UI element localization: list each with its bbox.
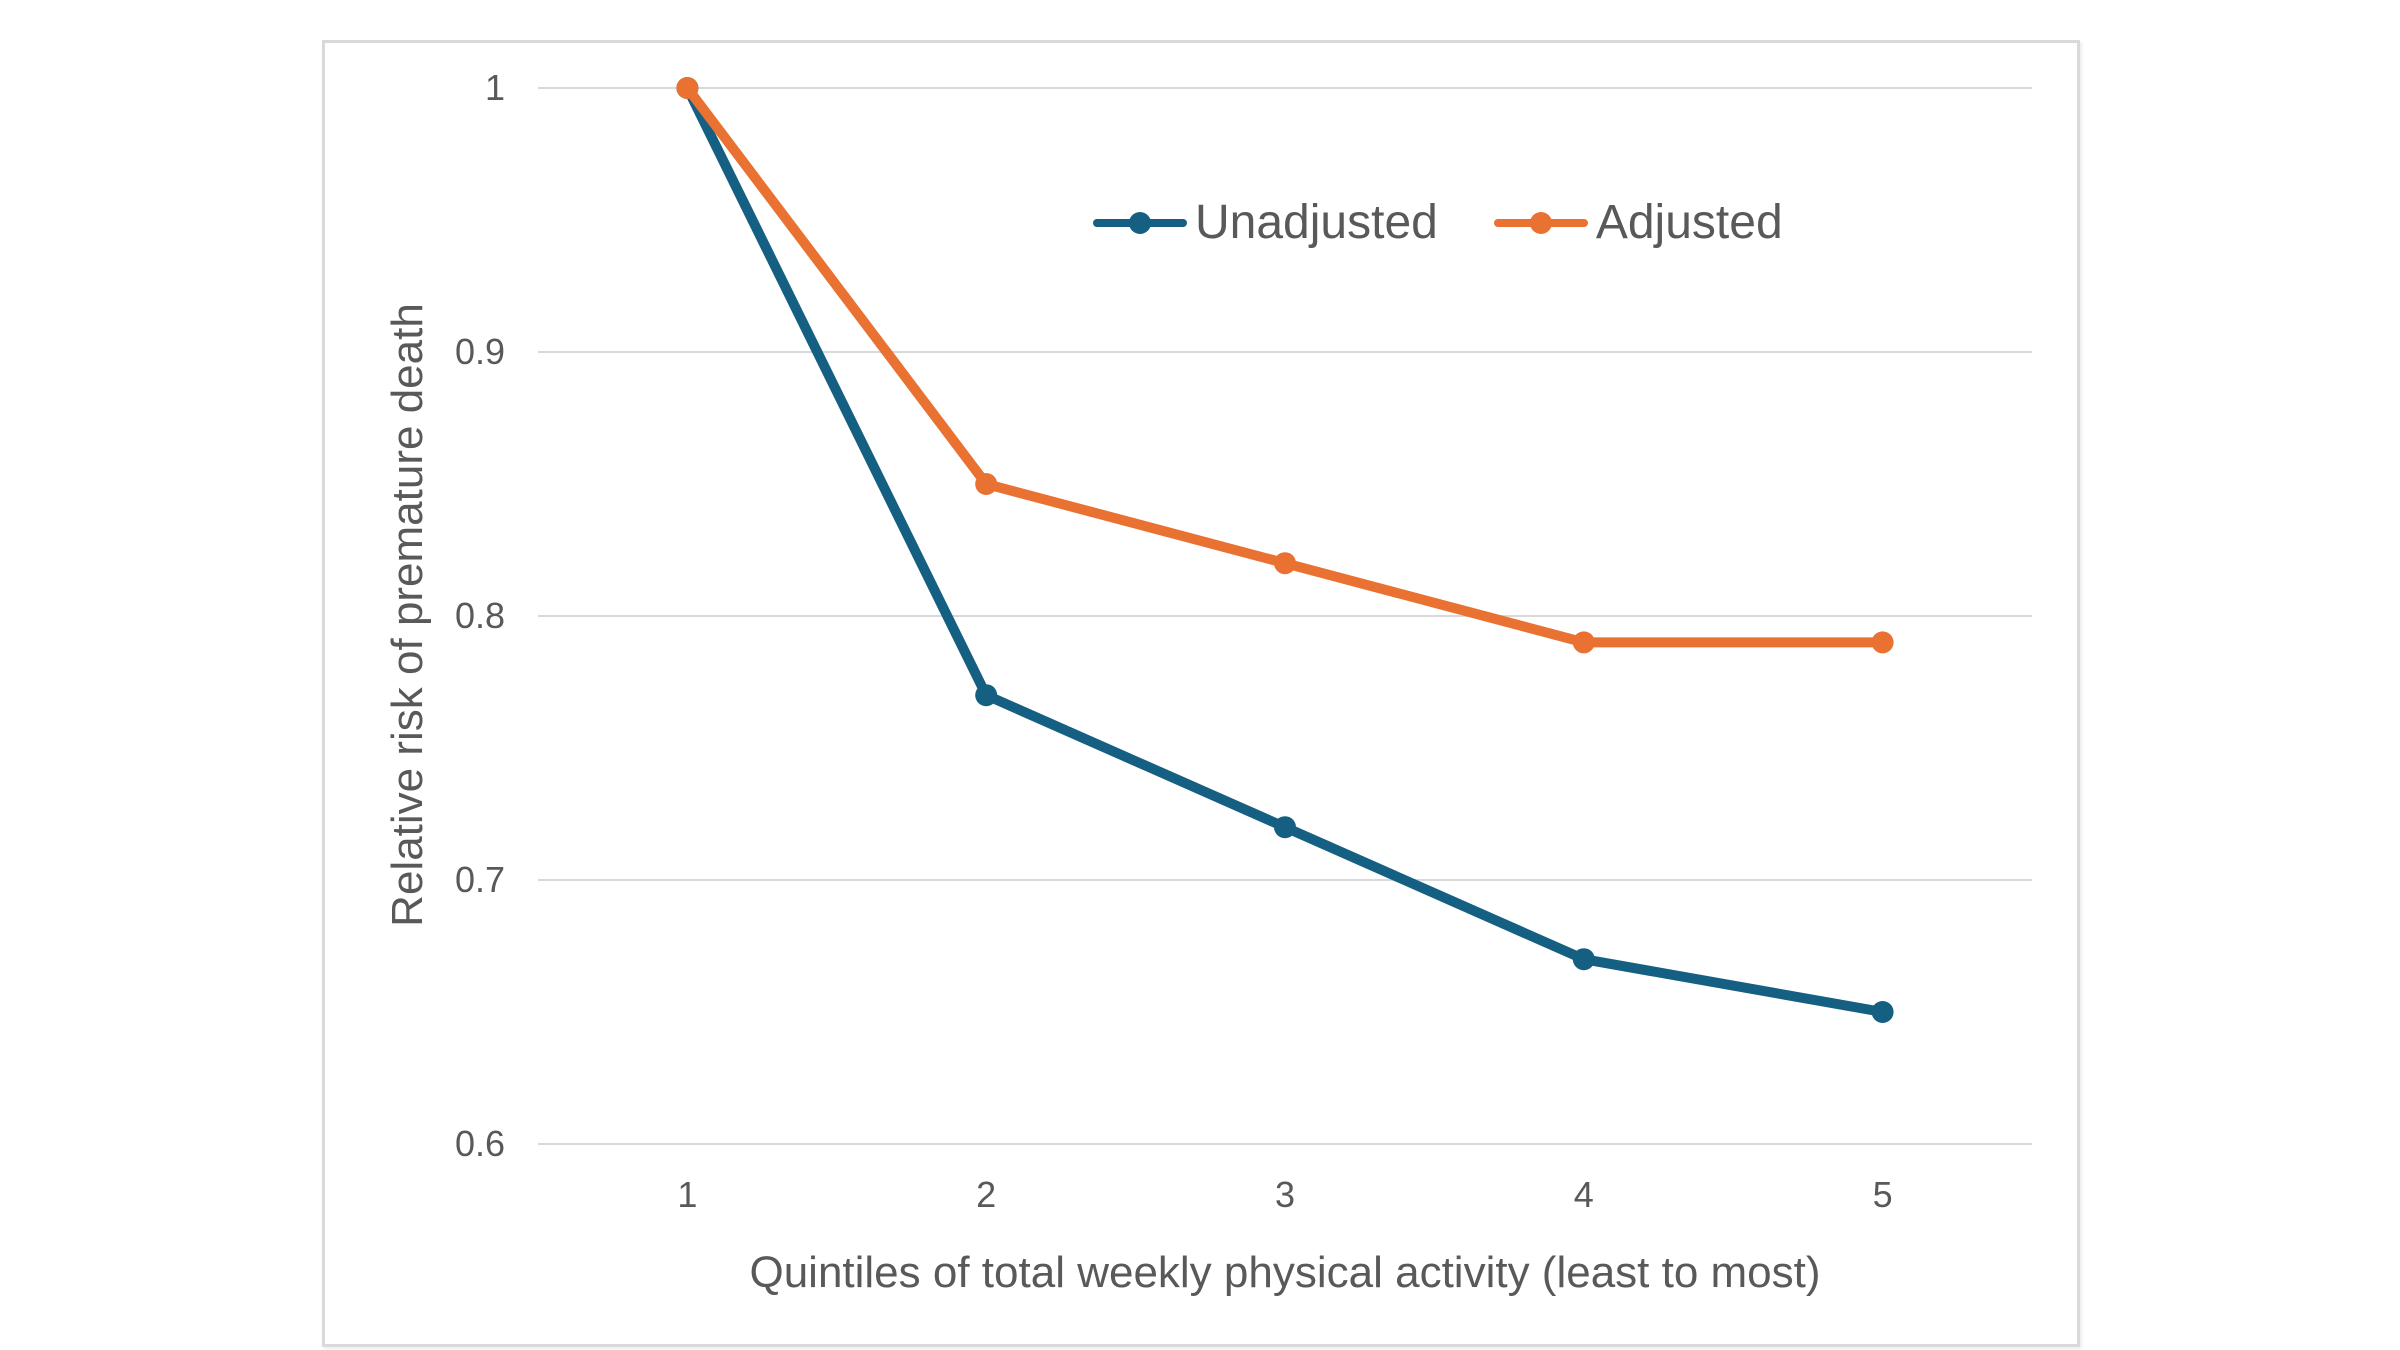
legend-label: Adjusted: [1595, 196, 1783, 249]
data-point-adjusted-3: [1274, 552, 1296, 575]
legend-label: Unadjusted: [1195, 196, 1438, 249]
data-point-unadjusted-5: [1871, 1001, 1894, 1023]
data-point-adjusted-5: [1871, 631, 1894, 654]
data-point-unadjusted-3: [1274, 816, 1296, 839]
y-tick-label: 0.7: [454, 859, 505, 900]
legend-line-marker-icon: [1493, 212, 1588, 234]
y-tick-label: 0.8: [454, 595, 505, 636]
x-tick-label: 2: [976, 1174, 997, 1215]
legend-dot-icon: [1129, 212, 1151, 234]
x-tick-label: 5: [1872, 1174, 1893, 1215]
series-line-unadjusted: [682, 83, 1888, 1017]
legend-item-unadjusted: Unadjusted: [1093, 195, 1438, 251]
x-tick-label: 4: [1573, 1174, 1594, 1215]
data-point-unadjusted-4: [1572, 948, 1595, 971]
legend-item-adjusted: Adjusted: [1493, 195, 1783, 251]
legend-dot-icon: [1529, 212, 1552, 234]
y-tick-label: 0.9: [454, 331, 505, 372]
data-point-unadjusted-2: [975, 684, 998, 707]
x-tick-label: 3: [1274, 1174, 1296, 1215]
legend-line-marker-icon: [1093, 212, 1187, 234]
x-tick-label: 1: [677, 1174, 698, 1215]
chart-plot-area: [538, 77, 2032, 1145]
x-axis-title: Quintiles of total weekly physical activ…: [749, 1248, 1821, 1297]
y-tick-label: 1: [484, 67, 505, 108]
data-point-adjusted-4: [1572, 631, 1595, 654]
data-point-adjusted-2: [975, 473, 998, 495]
chart-card: Relative risk of premature death Unadjus…: [322, 40, 2080, 1347]
y-tick-label: 0.6: [454, 1123, 505, 1164]
data-point-adjusted-1: [676, 77, 699, 99]
legend: Unadjusted Adjusted: [1093, 192, 1783, 254]
